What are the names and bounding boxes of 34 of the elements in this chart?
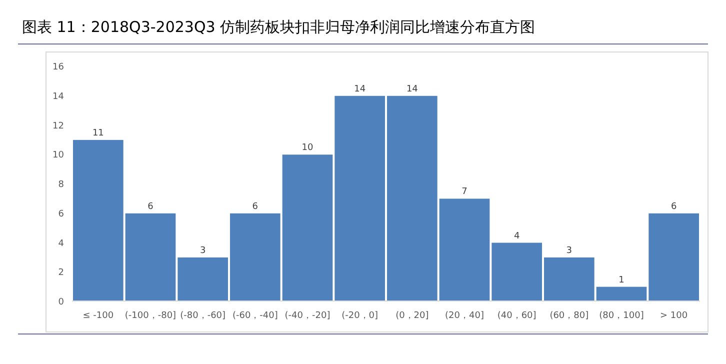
y-tick-label: 16 — [52, 62, 64, 72]
x-tick-label: (40，60] — [497, 311, 536, 321]
data-label: 6 — [148, 202, 154, 212]
x-tick-label: (-80，-60] — [180, 311, 226, 321]
x-tick-label: (-60，-40] — [232, 311, 278, 321]
y-tick-label: 6 — [58, 209, 64, 220]
data-label: 3 — [200, 246, 206, 256]
x-tick-label: (-40，-20] — [284, 311, 330, 321]
y-tick-label: 10 — [52, 150, 64, 161]
data-label: 14 — [406, 84, 418, 94]
y-tick-label: 12 — [52, 121, 64, 132]
chart-title: 图表 11：2018Q3-2023Q3 仿制药板块扣非归母净利润同比增速分布直方图 — [22, 18, 536, 36]
x-tick-label: (0，20] — [396, 311, 429, 321]
x-tick-label: ≤ -100 — [82, 311, 114, 321]
x-tick-label: (-100，-80] — [124, 311, 176, 321]
x-tick-label: > 100 — [660, 311, 688, 321]
x-tick-label: (20，40] — [445, 311, 484, 321]
data-label: 4 — [514, 231, 520, 242]
data-label: 6 — [670, 202, 677, 212]
data-label: 11 — [92, 128, 104, 138]
data-label: 7 — [462, 187, 468, 198]
data-label: 14 — [354, 84, 366, 94]
data-label: 3 — [566, 246, 572, 256]
y-tick-label: 14 — [52, 92, 64, 102]
x-tick-label: (80，100] — [599, 311, 644, 321]
data-label: 1 — [618, 275, 624, 286]
x-tick-label: (60，80] — [550, 311, 589, 321]
y-tick-label: 4 — [58, 238, 64, 249]
x-tick-label: (-20，0] — [342, 311, 378, 321]
y-tick-label: 8 — [58, 180, 64, 190]
y-tick-label: 0 — [58, 298, 64, 308]
data-label: 10 — [302, 143, 314, 154]
data-label: 6 — [252, 202, 258, 212]
y-tick-label: 2 — [58, 268, 64, 278]
